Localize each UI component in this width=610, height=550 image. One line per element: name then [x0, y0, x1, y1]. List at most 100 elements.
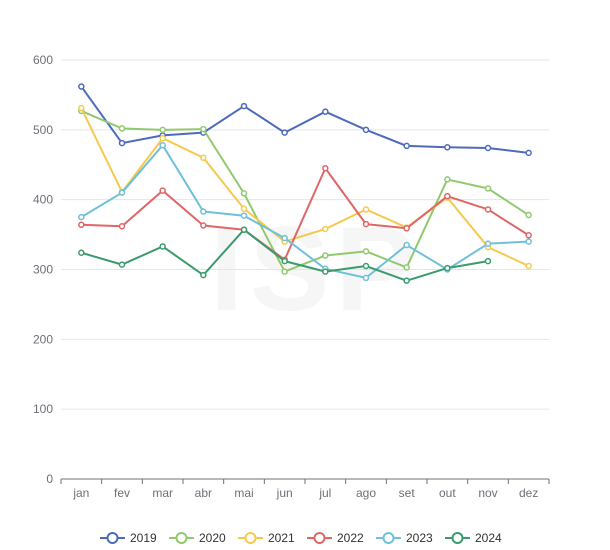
legend[interactable]: 2019 2020 2021 2022 2023 2024 — [100, 531, 502, 545]
data-point-2020-nov[interactable] — [484, 185, 492, 192]
data-point-2021-abr[interactable] — [200, 154, 207, 162]
data-point-2020-set[interactable] — [403, 264, 410, 271]
data-point-2021-jul[interactable] — [322, 225, 329, 233]
data-point-2022-set[interactable] — [403, 225, 410, 232]
legend-item-2023[interactable]: 2023 — [376, 531, 433, 545]
data-point-2019-jul[interactable] — [322, 108, 329, 115]
data-point-2019-fev[interactable] — [118, 139, 126, 147]
data-point-2024-abr[interactable] — [200, 271, 207, 279]
data-point-2023-ago[interactable] — [362, 274, 370, 282]
data-point-2021-mai[interactable] — [240, 205, 248, 212]
legend-label-2023: 2023 — [406, 531, 433, 545]
y-tick-label-200: 200 — [33, 332, 53, 346]
series-2021 — [78, 104, 532, 270]
legend-marker-icon — [106, 532, 119, 544]
legend-marker-icon — [382, 532, 395, 544]
y-tick-label-100: 100 — [33, 402, 53, 416]
data-point-2024-ago[interactable] — [362, 262, 370, 270]
data-point-2022-dez[interactable] — [525, 232, 532, 239]
data-point-2023-set[interactable] — [403, 241, 410, 249]
data-point-2024-mai[interactable] — [240, 226, 248, 233]
y-tick-label-500: 500 — [33, 123, 53, 137]
data-point-2024-jul[interactable] — [322, 268, 329, 275]
x-tick-label-mai: mai — [234, 486, 253, 500]
data-point-2020-out[interactable] — [444, 176, 451, 183]
data-point-2019-jan[interactable] — [78, 83, 85, 90]
data-point-2019-ago[interactable] — [362, 126, 370, 134]
legend-item-2020[interactable]: 2020 — [169, 531, 226, 545]
data-point-2020-jun[interactable] — [281, 268, 288, 275]
data-point-2019-dez[interactable] — [525, 149, 532, 157]
axes: 0 100 200 300 400 500 600 jan fev mar abr mai jun jul… — [33, 53, 550, 500]
x-tick-label-out: out — [439, 486, 456, 500]
series-line-2020 — [80, 110, 530, 273]
x-tick-label-set: set — [399, 486, 416, 500]
series-2019 — [78, 83, 532, 157]
data-point-2020-fev[interactable] — [118, 125, 126, 132]
data-point-2023-fev[interactable] — [118, 189, 126, 196]
data-point-2021-ago[interactable] — [362, 206, 370, 213]
data-point-2022-mar[interactable] — [159, 187, 166, 194]
y-tick-label-400: 400 — [33, 193, 53, 207]
data-point-2024-set[interactable] — [403, 277, 410, 284]
data-point-2024-jun[interactable] — [281, 257, 288, 265]
data-point-2020-jul[interactable] — [322, 252, 329, 259]
y-tick-label-600: 600 — [33, 53, 53, 67]
data-point-2024-out[interactable] — [444, 264, 451, 272]
data-point-2022-nov[interactable] — [484, 206, 492, 213]
series-line-2021 — [80, 107, 530, 267]
legend-label-2019: 2019 — [130, 531, 157, 545]
legend-item-2019[interactable]: 2019 — [100, 531, 157, 545]
series-lines — [78, 83, 532, 284]
data-point-2022-fev[interactable] — [118, 222, 126, 230]
data-point-2020-ago[interactable] — [362, 248, 370, 255]
data-point-2023-nov[interactable] — [484, 240, 492, 247]
data-point-2020-dez[interactable] — [525, 211, 532, 219]
legend-item-2024[interactable]: 2024 — [445, 531, 502, 545]
data-point-2023-abr[interactable] — [200, 208, 207, 215]
data-point-2020-mai[interactable] — [240, 190, 248, 197]
legend-item-2022[interactable]: 2022 — [307, 531, 364, 545]
data-point-2023-mai[interactable] — [240, 212, 248, 219]
x-tick-label-nov: nov — [478, 486, 497, 500]
x-tick-label-abr: abr — [195, 486, 212, 500]
data-point-2022-ago[interactable] — [362, 220, 370, 228]
data-point-2023-mar[interactable] — [159, 141, 166, 149]
data-point-2024-mar[interactable] — [159, 243, 166, 250]
x-tick-label-ago: ago — [356, 486, 376, 500]
data-point-2022-jul[interactable] — [322, 164, 329, 172]
legend-item-2021[interactable]: 2021 — [238, 531, 295, 545]
series-2022 — [78, 164, 532, 263]
data-point-2023-jan[interactable] — [78, 213, 85, 221]
data-point-2022-out[interactable] — [444, 192, 451, 200]
data-point-2021-mar[interactable] — [159, 134, 166, 142]
legend-marker-icon — [451, 532, 464, 544]
legend-marker-icon — [244, 532, 257, 544]
data-point-2020-abr[interactable] — [200, 125, 207, 133]
y-tick-label-300: 300 — [33, 263, 53, 277]
series-line-2023 — [80, 144, 529, 279]
data-point-2019-nov[interactable] — [484, 144, 492, 152]
data-point-2022-abr[interactable] — [200, 222, 207, 229]
series-2020 — [78, 107, 532, 275]
x-tick-label-jan: jan — [72, 486, 89, 500]
data-point-2023-dez[interactable] — [525, 238, 532, 245]
x-tick-label-fev: fev — [114, 486, 130, 500]
data-point-2024-jan[interactable] — [78, 249, 85, 256]
data-point-2021-jan[interactable] — [78, 104, 85, 112]
data-point-2019-mai[interactable] — [240, 102, 248, 110]
data-point-2020-mar[interactable] — [159, 126, 166, 134]
data-point-2024-fev[interactable] — [118, 261, 126, 268]
data-point-2019-out[interactable] — [444, 144, 451, 151]
data-point-2022-jan[interactable] — [78, 221, 85, 229]
data-point-2023-jun[interactable] — [281, 234, 288, 242]
data-point-2021-dez[interactable] — [525, 262, 532, 270]
legend-label-2021: 2021 — [268, 531, 295, 545]
legend-label-2020: 2020 — [199, 531, 226, 545]
data-point-2024-nov[interactable] — [484, 257, 492, 265]
data-point-2019-set[interactable] — [403, 142, 410, 150]
data-point-2019-jun[interactable] — [281, 129, 288, 136]
legend-marker-icon — [175, 532, 188, 544]
x-tick-label-dez: dez — [519, 486, 538, 500]
